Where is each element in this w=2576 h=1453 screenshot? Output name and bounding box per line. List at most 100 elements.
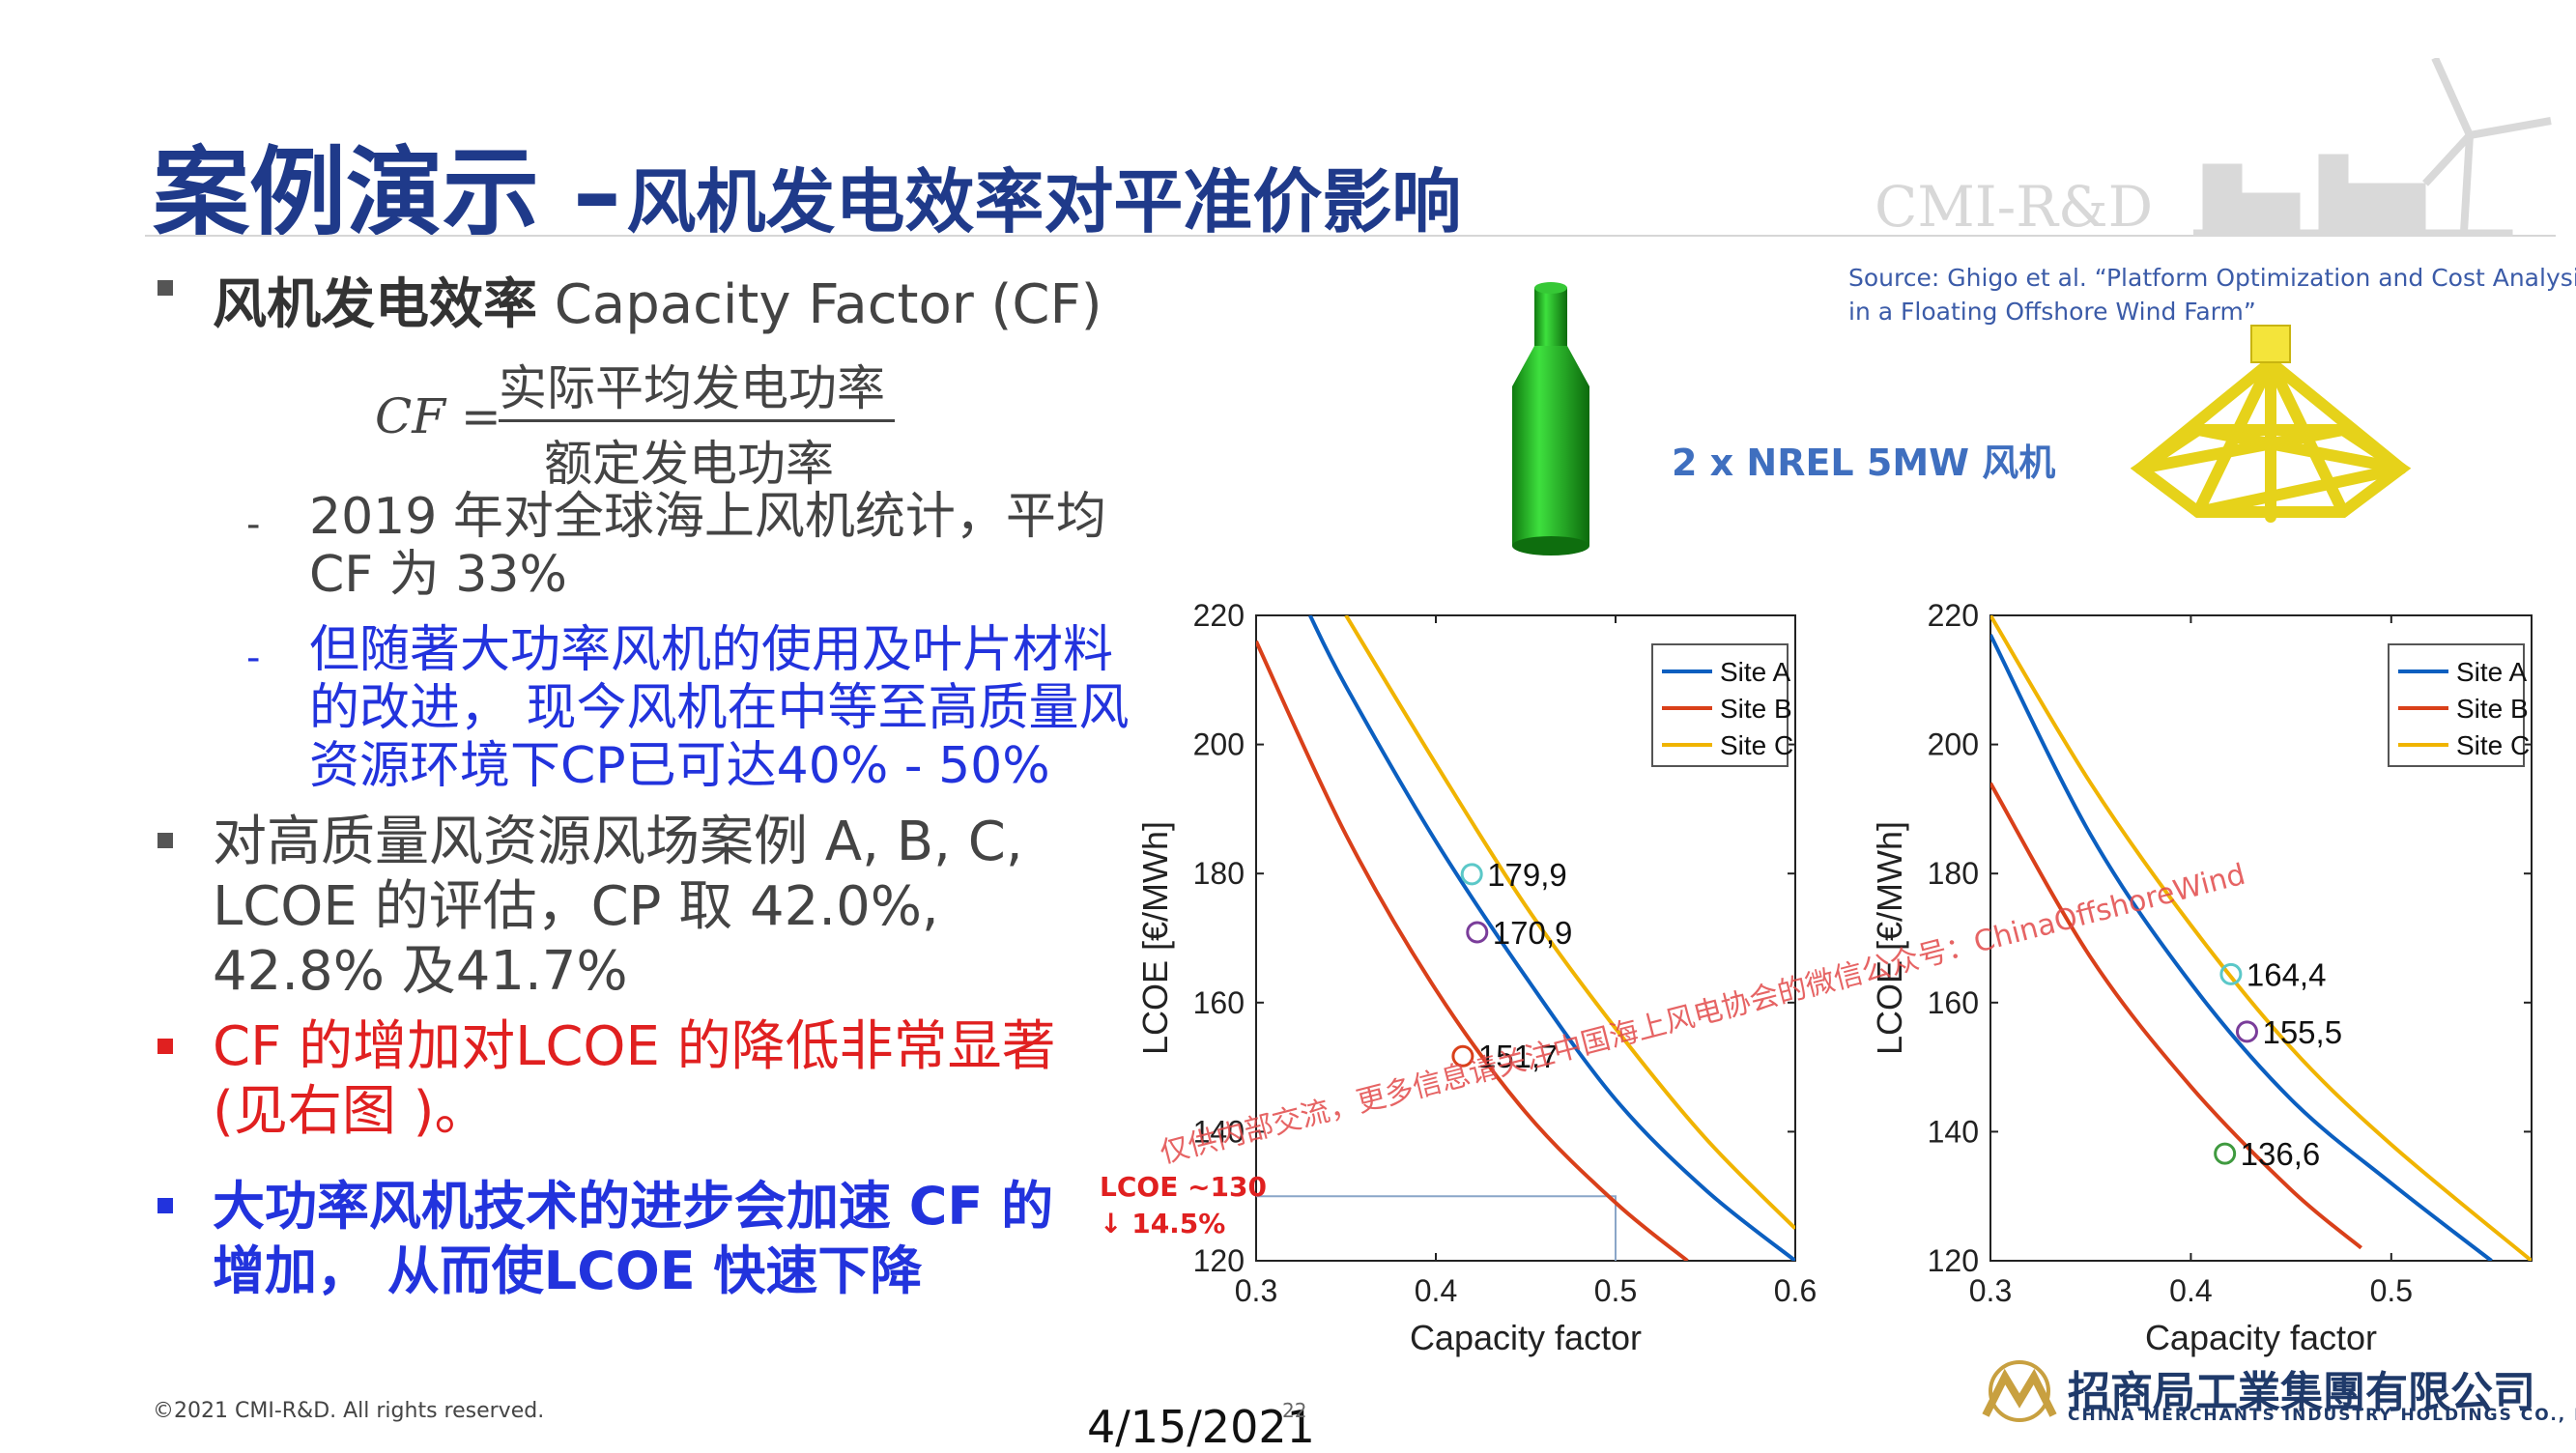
series-group [1990, 615, 2532, 1261]
data-point-label: 179,9 [1487, 857, 1567, 893]
source-line2: in a Floating Offshore Wind Farm” [1848, 298, 2256, 326]
truss-platform-illustration [2131, 325, 2411, 523]
legend-entry: Site C [2456, 730, 2530, 760]
data-point-label: 170,9 [1493, 915, 1573, 951]
legend-entry: Site B [2456, 694, 2529, 724]
x-tick-label: 0.6 [1774, 1273, 1817, 1308]
page-title: 案例演示 – 风机发电效率对平准价影响 [153, 114, 1461, 254]
series-line-site-a [1308, 615, 1795, 1261]
y-tick-label: 140 [1193, 1114, 1245, 1149]
data-point-label: 155,5 [2262, 1014, 2342, 1050]
formula-denominator: 额定发电功率 [544, 436, 834, 492]
b2-line3: 42.8% 及41.7% [213, 940, 628, 1003]
x-tick-label: 0.4 [1415, 1273, 1457, 1308]
b2-line1: 对高质量风资源风场案例 A, B, C, [213, 811, 1023, 873]
source-citation: Source: Ghigo et al. “Platform Optimizat… [1848, 261, 2576, 328]
bullet-capacity-factor-bold: 风机发电效率 [213, 273, 537, 336]
data-point-marker [2235, 1020, 2258, 1043]
cmi-logo-text: CMI-R&D [1875, 174, 2154, 240]
bullet-marker [157, 280, 173, 296]
y-tick-label: 120 [1193, 1243, 1245, 1278]
series-line-site-c [1990, 615, 2532, 1261]
sub2-line3: 资源环境下CP已可达40% - 50% [309, 737, 1050, 795]
bullet-marker [157, 1198, 173, 1213]
data-point-label: 136,6 [2241, 1136, 2321, 1172]
y-tick-label: 200 [1193, 727, 1245, 762]
sub-bullet-dash: - [246, 502, 261, 547]
y-tick-label: 140 [1928, 1114, 1979, 1149]
b3-line2: (见右图 )。 [213, 1080, 489, 1143]
bullet-marker [157, 833, 173, 848]
turbine-label: 2 x NREL 5MW 风机 [1672, 442, 2056, 484]
formula-lhs: CF = [375, 388, 501, 444]
formula-numerator: 实际平均发电功率 [499, 360, 885, 416]
wind-factory-logo-icon [2193, 58, 2552, 237]
x-tick-label: 0.3 [1235, 1273, 1277, 1308]
slide-date: 4/15/2021 [1087, 1401, 1315, 1453]
b4-line2: 增加， 从而使LCOE 快速下降 [213, 1240, 923, 1301]
sub2-line1: 但随著大功率风机的使用及叶片材料 [309, 621, 1114, 679]
y-tick-label: 200 [1928, 727, 1979, 762]
company-name-en: CHINA MERCHANTS INDUSTRY HOLDINGS CO., L… [2068, 1406, 2576, 1425]
company-logo-icon [1982, 1360, 2057, 1422]
y-axis-label: LCOE [€/MWh] [1870, 821, 1909, 1055]
spar-platform-illustration [1512, 282, 1589, 556]
series-line-site-a [1990, 634, 2493, 1261]
y-tick-label: 180 [1928, 856, 1979, 891]
y-tick-label: 160 [1193, 985, 1245, 1020]
bullet-capacity-factor: 风机发电效率 Capacity Factor (CF) [213, 261, 1102, 339]
sub-bullet-2019-stat: - 2019 年对全球海上风机统计，平均 CF 为 33% [0, 488, 1111, 613]
data-point-marker [2214, 1142, 2237, 1165]
b2-line2: LCOE 的评估，CP 取 42.0%, [213, 875, 939, 938]
data-point-marker [1460, 863, 1483, 886]
legend-entry: Site B [1720, 694, 1792, 724]
data-point-marker [1451, 1044, 1474, 1068]
lcoe-annotation: LCOE ~130 ↓ 14.5% [1100, 1169, 1267, 1242]
y-tick-label: 180 [1193, 856, 1245, 891]
sub-bullet-dash: - [246, 636, 261, 680]
sub1-line1: 2019 年对全球海上风机统计，平均 [309, 488, 1106, 546]
sub2-line2: 的改进， 现今风机在中等至高质量风 [309, 679, 1130, 737]
series-line-site-b [1990, 782, 2362, 1250]
series-line-site-c [1344, 615, 1795, 1231]
data-point-label: 164,4 [2247, 956, 2327, 992]
title-divider [145, 235, 2556, 237]
lcoe-chart-left: 0.3 0.4 0.5 0.6 120 140 160 180 200 220 Capacity f… [1135, 598, 1817, 1357]
legend-entry: Site C [1720, 730, 1793, 760]
x-tick-label: 0.5 [1594, 1273, 1637, 1308]
y-tick-label: 220 [1193, 598, 1245, 633]
legend-entry: Site A [1720, 657, 1790, 687]
copyright-footer: ©2021 CMI-R&D. All rights reserved. [153, 1399, 545, 1423]
page-number: 22 [1282, 1399, 1307, 1422]
title-sub: 风机发电效率对平准价影响 [626, 161, 1462, 242]
x-axis-label: Capacity factor [2145, 1318, 2377, 1357]
lcoe-chart-right: 0.3 0.4 0.5 120 140 160 180 200 220 Capacity fact… [1870, 598, 2533, 1357]
x-tick-label: 0.4 [2169, 1273, 2212, 1308]
series-group [1256, 615, 1795, 1261]
bullet-cf-impact: CF 的增加对LCOE 的降低非常显著 (见右图 )。 [213, 1014, 1056, 1144]
lcoe-annotation-line1: LCOE ~130 [1100, 1171, 1267, 1203]
data-point-marker [2219, 962, 2243, 985]
lcoe-annotation-line2: ↓ 14.5% [1100, 1208, 1226, 1239]
legend-entry: Site A [2456, 657, 2527, 687]
bullet-capacity-factor-rest: Capacity Factor (CF) [537, 273, 1102, 336]
bullet-site-cases: 对高质量风资源风场案例 A, B, C, LCOE 的评估，CP 取 42.0%… [213, 810, 1023, 1004]
data-point-marker [1466, 921, 1489, 944]
x-tick-label: 0.3 [1969, 1273, 2012, 1308]
data-point-label: 151,7 [1478, 1039, 1559, 1074]
y-tick-label: 220 [1928, 598, 1979, 633]
company-name-cn: 招商局工業集團有限公司 [2068, 1368, 2535, 1417]
y-axis-label: LCOE [€/MWh] [1135, 821, 1175, 1055]
series-line-site-b [1256, 640, 1689, 1261]
sub-bullet-improvement: - 但随著大功率风机的使用及叶片材料 的改进， 现今风机在中等至高质量风 资源环… [0, 621, 1130, 805]
y-tick-label: 120 [1928, 1243, 1979, 1278]
b4-line1: 大功率风机技术的进步会加速 CF 的 [213, 1176, 1054, 1237]
title-main: 案例演示 – [153, 136, 621, 249]
formula-fraction-bar [499, 419, 895, 422]
reference-line [1256, 1195, 1617, 1261]
bullet-marker [157, 1039, 173, 1054]
y-tick-label: 160 [1928, 985, 1979, 1020]
sub1-line2: CF 为 33% [309, 546, 567, 604]
x-tick-label: 0.5 [2370, 1273, 2413, 1308]
source-line1: Source: Ghigo et al. “Platform Optimizat… [1848, 264, 2576, 292]
